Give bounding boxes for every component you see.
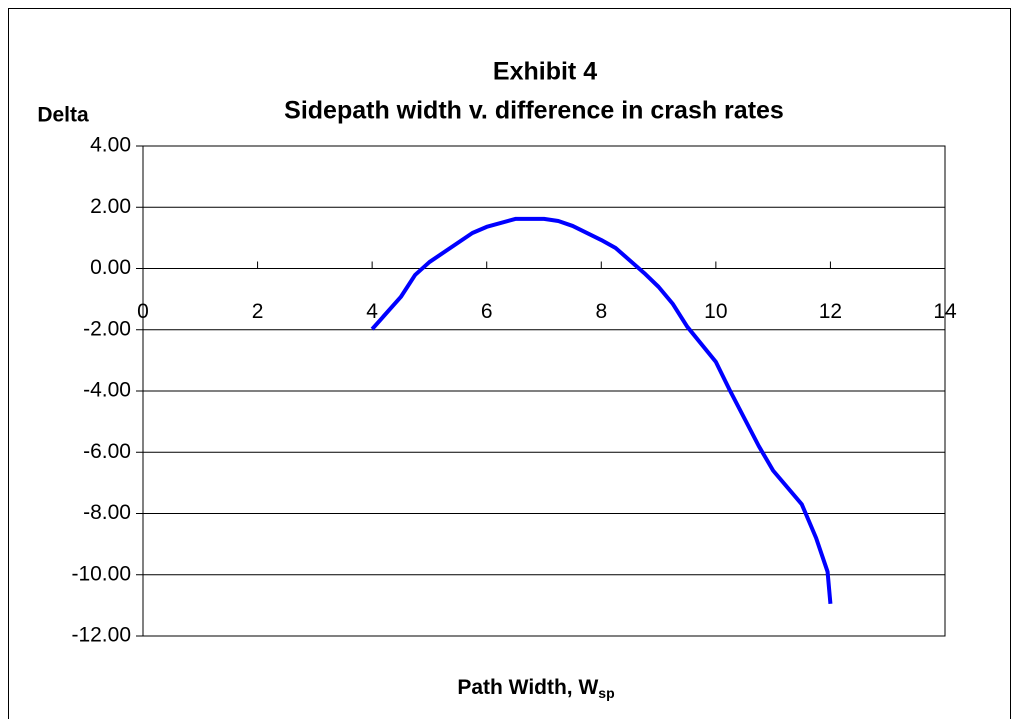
y-tick-label: 4.00 — [90, 134, 131, 157]
chart-subtitle: Sidepath width v. difference in crash ra… — [284, 97, 784, 125]
x-tick-label: 2 — [252, 300, 264, 323]
y-tick-label: -10.00 — [71, 562, 131, 585]
x-tick-label: 14 — [933, 300, 957, 323]
x-tick-label: 12 — [819, 300, 842, 323]
y-axis-label: Delta — [37, 104, 89, 127]
y-tick-label: -6.00 — [83, 440, 131, 463]
y-tick-label: -8.00 — [83, 501, 131, 524]
x-tick-label: 0 — [137, 300, 149, 323]
data-line — [370, 216, 833, 605]
x-tick-label: 10 — [704, 300, 727, 323]
y-tick-label: -4.00 — [83, 379, 131, 402]
y-tick-label: -12.00 — [71, 624, 131, 647]
x-tick-label: 4 — [366, 300, 378, 323]
x-axis-label: Path Width, Wsp — [457, 676, 614, 701]
x-axis-label-sub: sp — [598, 685, 614, 701]
x-tick-label: 6 — [481, 300, 493, 323]
x-tick-label: 8 — [595, 300, 607, 323]
y-tick-label: 0.00 — [90, 256, 131, 279]
chart-border — [8, 8, 1011, 719]
y-tick-label: -2.00 — [83, 317, 131, 340]
x-axis-label-main: Path Width, W — [457, 676, 598, 699]
chart-title: Exhibit 4 — [493, 58, 597, 86]
y-tick-label: 2.00 — [90, 195, 131, 218]
